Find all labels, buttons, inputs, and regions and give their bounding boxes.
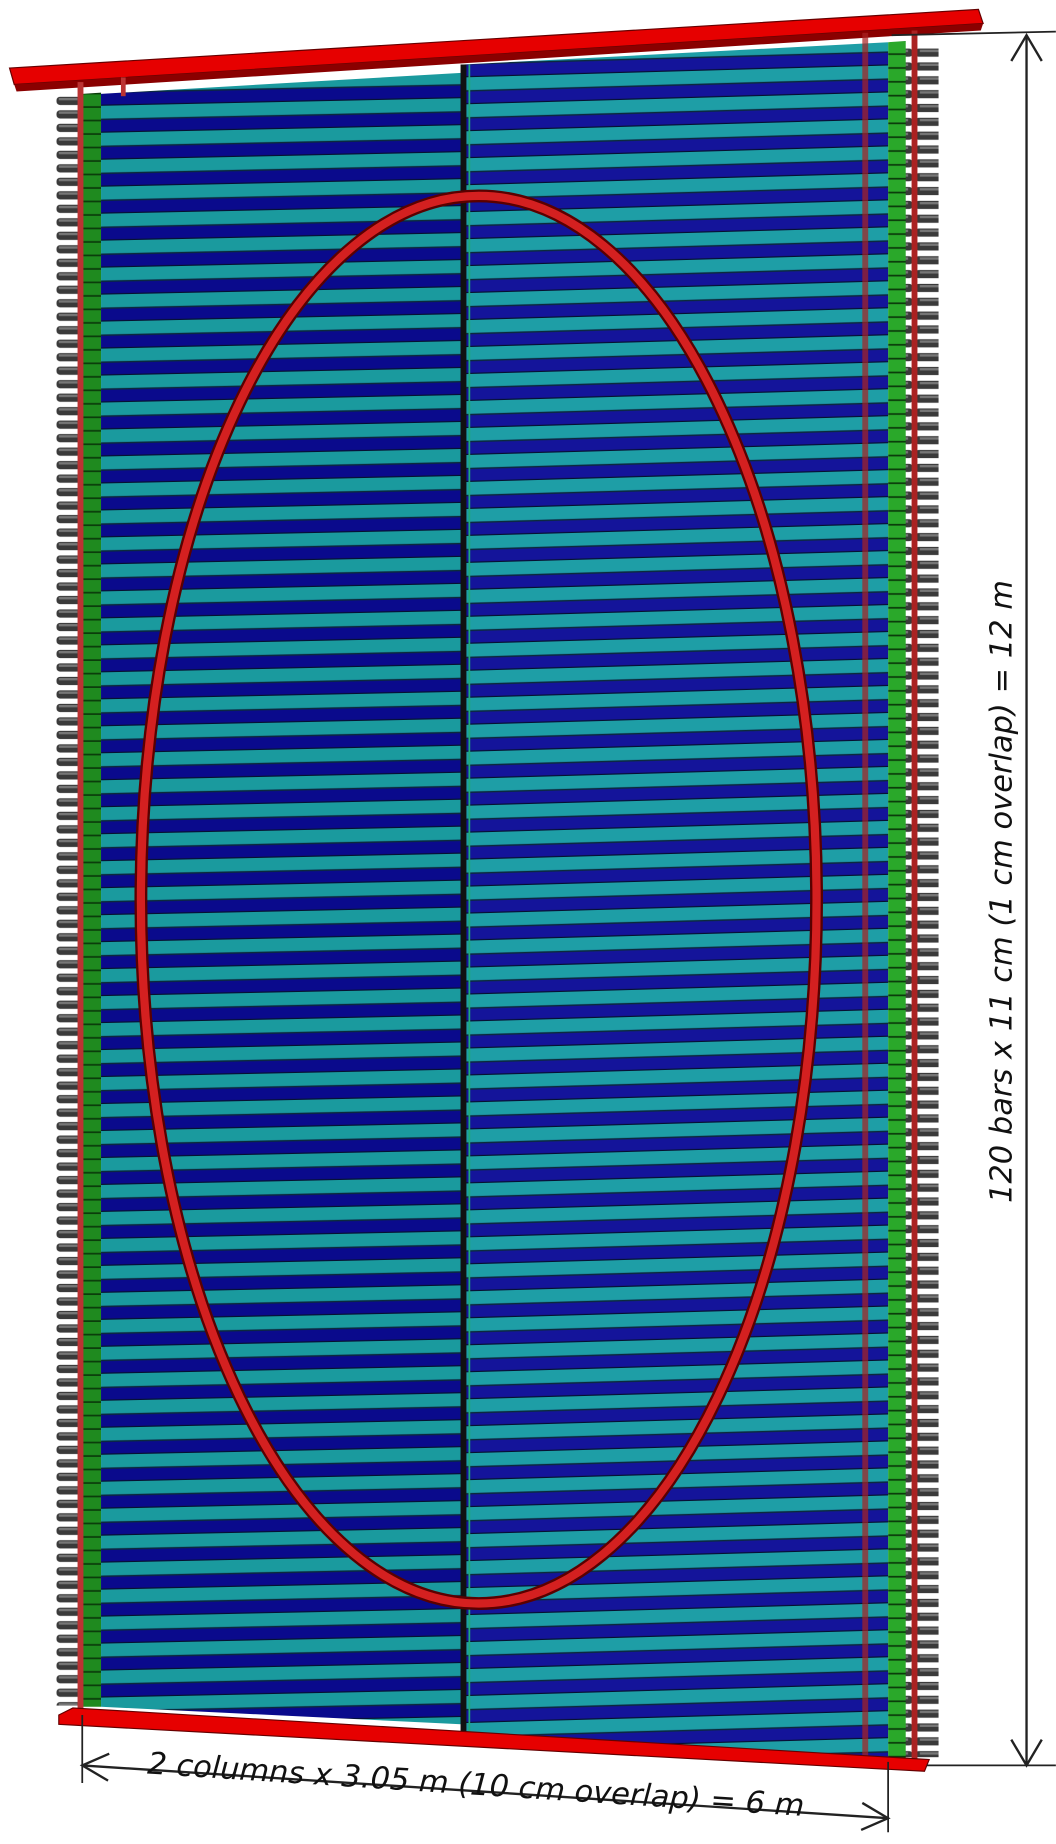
ellipse <box>136 191 821 1608</box>
left-readout <box>82 92 102 1707</box>
post <box>862 32 869 1767</box>
right-column <box>463 42 889 1760</box>
height-label: 120 bars x 11 cm (1 cm overlap) = 12 m <box>984 580 1019 1203</box>
top-beam-shadow <box>14 23 984 92</box>
arrow <box>1010 32 1043 62</box>
right-connectors <box>903 44 939 1758</box>
arrow <box>79 1752 110 1782</box>
left-column <box>101 72 464 1725</box>
arrow <box>1010 1739 1043 1768</box>
dim-ext <box>891 30 1056 37</box>
right-readout <box>888 41 906 1762</box>
arrow <box>860 1801 891 1831</box>
width-dimension <box>82 1764 889 1820</box>
post <box>77 82 84 1713</box>
post <box>911 30 918 1767</box>
post <box>120 77 126 97</box>
